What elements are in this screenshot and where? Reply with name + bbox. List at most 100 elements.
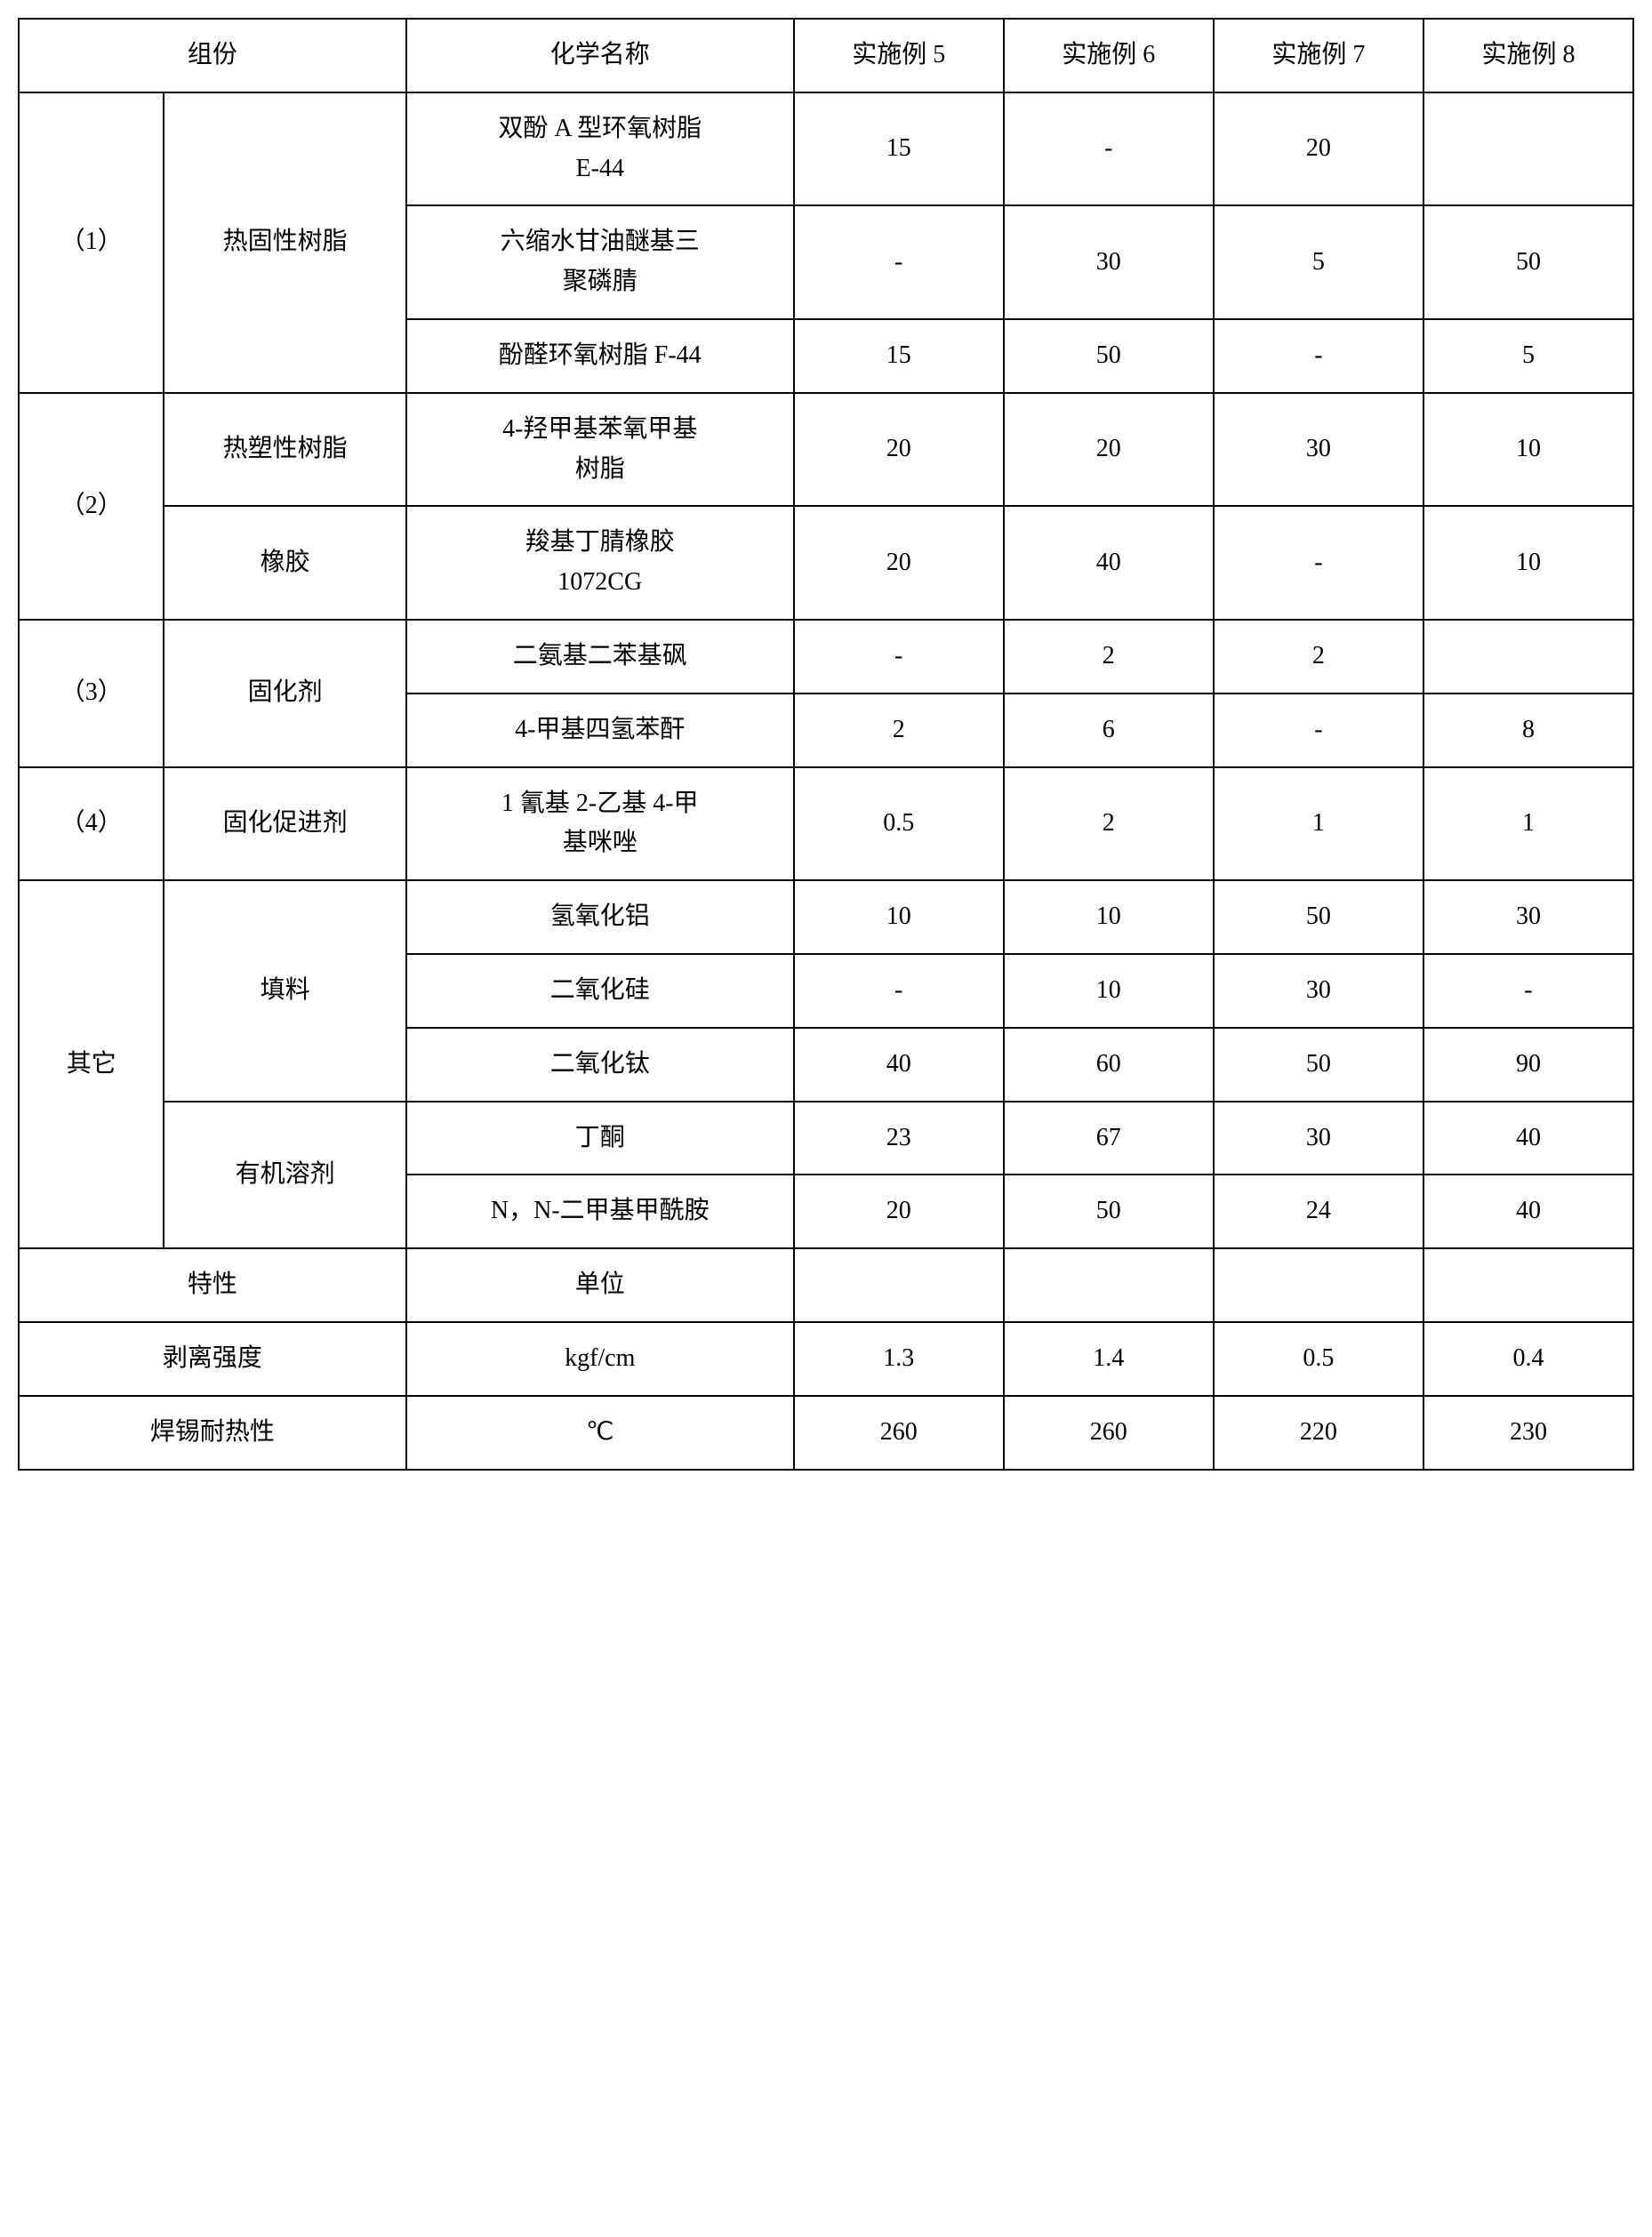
value-cell: 20 [1004, 393, 1214, 507]
value-cell: 1 [1423, 767, 1633, 881]
table-row: （4） 固化促进剂 1 氰基 2-乙基 4-甲基咪唑 0.5 2 1 1 [19, 767, 1633, 881]
table-row: （1） 热固性树脂 双酚 A 型环氧树脂E-44 15 - 20 [19, 92, 1633, 206]
group-label-4: 固化促进剂 [164, 767, 405, 881]
group-num-1: （1） [19, 92, 164, 393]
value-cell: 30 [1423, 880, 1633, 954]
header-ex7: 实施例 7 [1214, 19, 1423, 92]
value-cell [1423, 92, 1633, 206]
value-cell: 1 [1214, 767, 1423, 881]
value-cell: 10 [1004, 880, 1214, 954]
header-ex8: 实施例 8 [1423, 19, 1633, 92]
value-cell: 260 [1004, 1396, 1214, 1470]
value-cell: 5 [1423, 319, 1633, 393]
value-cell: 0.4 [1423, 1322, 1633, 1396]
value-cell: 24 [1214, 1175, 1423, 1248]
group-label-3: 固化剂 [164, 620, 405, 767]
chem-cell: 氢氧化铝 [406, 880, 794, 954]
group-label-1: 热固性树脂 [164, 92, 405, 393]
chem-cell: 1 氰基 2-乙基 4-甲基咪唑 [406, 767, 794, 881]
value-cell: 40 [1423, 1102, 1633, 1175]
value-cell [1423, 620, 1633, 694]
empty-cell [1214, 1248, 1423, 1322]
value-cell: - [794, 205, 1004, 319]
value-cell: 10 [1423, 393, 1633, 507]
footer-prop: 特性 [19, 1248, 406, 1322]
value-cell: - [794, 954, 1004, 1028]
solder-label: 焊锡耐热性 [19, 1396, 406, 1470]
value-cell: 30 [1004, 205, 1214, 319]
solder-unit: ℃ [406, 1396, 794, 1470]
chem-cell: 二氨基二苯基砜 [406, 620, 794, 694]
value-cell: 50 [1423, 205, 1633, 319]
table-row: （2） 热塑性树脂 4-羟甲基苯氧甲基树脂 20 20 30 10 [19, 393, 1633, 507]
value-cell: 0.5 [1214, 1322, 1423, 1396]
table-row: 有机溶剂 丁酮 23 67 30 40 [19, 1102, 1633, 1175]
chem-cell: 丁酮 [406, 1102, 794, 1175]
value-cell: 20 [794, 506, 1004, 620]
value-cell: - [1004, 92, 1214, 206]
value-cell: 230 [1423, 1396, 1633, 1470]
value-cell: 1.4 [1004, 1322, 1214, 1396]
footer-unit: 单位 [406, 1248, 794, 1322]
value-cell: 220 [1214, 1396, 1423, 1470]
table-row: 焊锡耐热性 ℃ 260 260 220 230 [19, 1396, 1633, 1470]
value-cell: 20 [794, 1175, 1004, 1248]
table-header-row: 组份 化学名称 实施例 5 实施例 6 实施例 7 实施例 8 [19, 19, 1633, 92]
group-label-2a: 热塑性树脂 [164, 393, 405, 507]
value-cell: 50 [1004, 1175, 1214, 1248]
value-cell: 67 [1004, 1102, 1214, 1175]
value-cell: 2 [1004, 620, 1214, 694]
value-cell: 20 [1214, 92, 1423, 206]
chem-cell: 二氧化硅 [406, 954, 794, 1028]
table-row: 橡胶 羧基丁腈橡胶1072CG 20 40 - 10 [19, 506, 1633, 620]
value-cell: 60 [1004, 1028, 1214, 1102]
value-cell: - [1423, 954, 1633, 1028]
chem-cell: 酚醛环氧树脂 F-44 [406, 319, 794, 393]
value-cell: 6 [1004, 694, 1214, 767]
value-cell: 260 [794, 1396, 1004, 1470]
value-cell: 10 [1423, 506, 1633, 620]
value-cell: 40 [794, 1028, 1004, 1102]
value-cell: 2 [794, 694, 1004, 767]
header-chem-name: 化学名称 [406, 19, 794, 92]
chem-cell: 4-甲基四氢苯酐 [406, 694, 794, 767]
value-cell: 1.3 [794, 1322, 1004, 1396]
value-cell: 50 [1214, 1028, 1423, 1102]
header-ex6: 实施例 6 [1004, 19, 1214, 92]
value-cell: 50 [1214, 880, 1423, 954]
value-cell: 40 [1423, 1175, 1633, 1248]
header-ex5: 实施例 5 [794, 19, 1004, 92]
group-filler: 填料 [164, 880, 405, 1101]
group-num-3: （3） [19, 620, 164, 767]
table-row: 剥离强度 kgf/cm 1.3 1.4 0.5 0.4 [19, 1322, 1633, 1396]
value-cell: 2 [1214, 620, 1423, 694]
chem-cell: 六缩水甘油醚基三聚磷腈 [406, 205, 794, 319]
table-row: （3） 固化剂 二氨基二苯基砜 - 2 2 [19, 620, 1633, 694]
value-cell: - [1214, 319, 1423, 393]
value-cell: 20 [794, 393, 1004, 507]
value-cell: 30 [1214, 954, 1423, 1028]
value-cell: 2 [1004, 767, 1214, 881]
group-num-4: （4） [19, 767, 164, 881]
chem-cell: N，N-二甲基甲酰胺 [406, 1175, 794, 1248]
chem-cell: 4-羟甲基苯氧甲基树脂 [406, 393, 794, 507]
value-cell: 5 [1214, 205, 1423, 319]
peel-unit: kgf/cm [406, 1322, 794, 1396]
value-cell: 40 [1004, 506, 1214, 620]
group-num-2: （2） [19, 393, 164, 620]
header-component: 组份 [19, 19, 406, 92]
value-cell: 30 [1214, 1102, 1423, 1175]
value-cell: 23 [794, 1102, 1004, 1175]
empty-cell [1423, 1248, 1633, 1322]
value-cell: - [794, 620, 1004, 694]
composition-table: 组份 化学名称 实施例 5 实施例 6 实施例 7 实施例 8 （1） 热固性树… [18, 18, 1634, 1471]
value-cell: 50 [1004, 319, 1214, 393]
group-label-2b: 橡胶 [164, 506, 405, 620]
value-cell: 15 [794, 319, 1004, 393]
value-cell: - [1214, 506, 1423, 620]
group-other: 其它 [19, 880, 164, 1248]
chem-cell: 二氧化钛 [406, 1028, 794, 1102]
value-cell: 15 [794, 92, 1004, 206]
value-cell: 90 [1423, 1028, 1633, 1102]
chem-cell: 双酚 A 型环氧树脂E-44 [406, 92, 794, 206]
